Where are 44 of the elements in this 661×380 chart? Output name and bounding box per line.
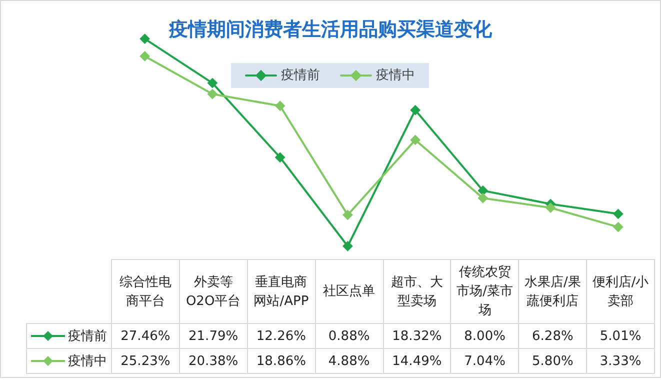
data-label: 4.88% bbox=[315, 348, 383, 374]
data-label: 27.46% bbox=[112, 324, 180, 348]
point bbox=[546, 202, 556, 213]
data-label: 18.86% bbox=[247, 348, 316, 374]
point bbox=[613, 208, 624, 219]
x-tick-label: 社区点单 bbox=[315, 260, 383, 324]
data-label: 12.26% bbox=[247, 324, 316, 348]
text: 疫情中 bbox=[68, 354, 107, 369]
data-label: 7.04% bbox=[450, 348, 519, 374]
x-tick-label: 外卖等O2O平台 bbox=[179, 260, 248, 324]
point bbox=[478, 186, 488, 196]
data-label: 5.01% bbox=[586, 324, 654, 348]
x-tick-label: 便利店/小卖部 bbox=[586, 260, 654, 324]
data-label: 3.33% bbox=[586, 348, 654, 374]
point bbox=[613, 222, 624, 232]
point bbox=[478, 193, 488, 204]
text: 疫情前 bbox=[68, 329, 107, 344]
data-label: 8.00% bbox=[450, 324, 519, 348]
point bbox=[140, 51, 150, 62]
data-label: 21.79% bbox=[179, 324, 248, 348]
point bbox=[410, 134, 420, 145]
data-label: 6.28% bbox=[518, 324, 587, 348]
data-label: 5.80% bbox=[518, 348, 587, 374]
point bbox=[342, 210, 353, 220]
x-tick-label: 垂直电商网站/APP bbox=[247, 260, 316, 324]
data-label: 25.23% bbox=[112, 348, 180, 374]
data-label: 18.32% bbox=[383, 324, 451, 348]
point bbox=[410, 105, 420, 116]
point bbox=[207, 78, 218, 88]
x-tick-label: 综合性电商平台 bbox=[112, 260, 180, 324]
point bbox=[207, 89, 218, 100]
point bbox=[342, 241, 353, 252]
x-tick-label: 传统农贸市场/菜市场 bbox=[450, 260, 519, 324]
point bbox=[275, 152, 286, 162]
data-label: 14.49% bbox=[383, 348, 451, 374]
x-tick-label: 超市、大型卖场 bbox=[383, 260, 451, 324]
chart-title: 疫情期间消费者生活用品购买渠道变化 bbox=[168, 18, 493, 40]
point bbox=[275, 100, 286, 111]
data-label: 0.88% bbox=[315, 324, 383, 348]
legend-label: 疫情前 bbox=[281, 68, 320, 83]
data-label: 20.38% bbox=[179, 348, 248, 374]
x-tick-label: 水果店/果蔬便利店 bbox=[518, 260, 587, 324]
point bbox=[140, 34, 150, 44]
legend-label: 疫情中 bbox=[376, 68, 415, 83]
